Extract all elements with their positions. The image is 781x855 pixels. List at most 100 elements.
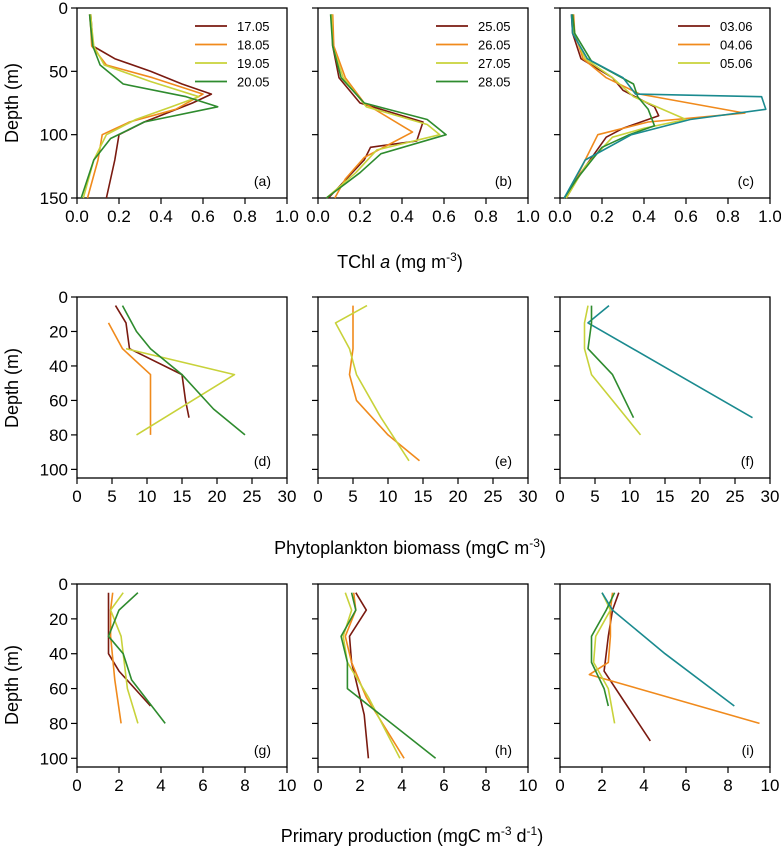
- x-tick-label: 8: [240, 776, 249, 795]
- panel-a: 0.0 0.2 0.4 0.6 0.8 1.0 0 50 100 150 17.05 18.05 19.…: [40, 0, 299, 226]
- x-tick-label: 0.4: [149, 207, 173, 226]
- series-line-green: [587, 305, 635, 419]
- y-axis-label-row1: Depth (m): [2, 63, 22, 143]
- series-line-26.05: [331, 14, 414, 199]
- x-tick-label: 0.6: [674, 207, 698, 226]
- y-tick-label: 0: [59, 0, 68, 18]
- y-tick-label: 80: [49, 714, 68, 733]
- y-tick-label: 0: [59, 575, 68, 594]
- x-tick-label: 25: [243, 487, 262, 506]
- series-line-28.05: [325, 14, 447, 199]
- series-line-27.05: [325, 14, 441, 199]
- legend-label: 17.05: [237, 19, 270, 34]
- legend-label: 20.05: [237, 75, 270, 90]
- y-tick-label: 0: [59, 288, 68, 307]
- x-tick-label: 0.8: [233, 207, 257, 226]
- x-tick-label: 10: [138, 487, 157, 506]
- series-line-orange: [348, 305, 421, 462]
- legend-label: 03.06: [720, 19, 753, 34]
- y-tick-label: 40: [49, 645, 68, 664]
- series-line-yellow: [334, 304, 410, 462]
- y-tick-label: 100: [40, 749, 68, 768]
- plot-frame: [559, 583, 771, 768]
- plot-frame: [559, 7, 771, 199]
- panel-label: (a): [254, 173, 271, 189]
- series-line-green: [121, 305, 246, 436]
- x-tick-label: 0.2: [107, 207, 131, 226]
- legend-label: 05.06: [720, 56, 753, 71]
- series-line-teal: [587, 304, 753, 419]
- series-line-20.05: [80, 14, 219, 199]
- series-line-yellow: [125, 347, 236, 436]
- series-line-darkred: [603, 592, 651, 742]
- x-tick-label: 20: [449, 487, 468, 506]
- x-tick-label: 5: [107, 487, 116, 506]
- x-tick-label: 0.6: [191, 207, 215, 226]
- x-tick-label: 0.4: [632, 207, 656, 226]
- series-line-19.05: [82, 14, 200, 199]
- x-tick-label: 10: [278, 776, 297, 795]
- x-tick-label: 0: [72, 776, 81, 795]
- x-tick-label: 6: [198, 776, 207, 795]
- x-tick-label: 1.0: [275, 207, 299, 226]
- y-tick-label: 60: [49, 680, 68, 699]
- x-tick-label: 5: [590, 487, 599, 506]
- series-line-green: [590, 592, 616, 707]
- series-line-yellow: [342, 592, 401, 759]
- panel-label: (i): [742, 742, 754, 758]
- x-tick-label: 8: [723, 776, 732, 795]
- x-tick-label: 30: [761, 487, 780, 506]
- plot-frame: [317, 296, 529, 479]
- plot-frame: [76, 7, 288, 199]
- x-tick-label: 0.0: [548, 207, 572, 226]
- legend-label: 27.05: [478, 56, 511, 71]
- panel-b: 0.0 0.2 0.4 0.6 0.8 1.0 25.05 26.05 27.05 28.05 (b…: [306, 7, 540, 226]
- plot-frame: [317, 7, 529, 199]
- panel-c: 0.0 0.2 0.4 0.6 0.8 1.0 03.06 04.06 05.06 (c): [548, 7, 781, 226]
- x-tick-label: 2: [355, 776, 364, 795]
- x-tick-label: 15: [656, 487, 675, 506]
- panel-label: (f): [741, 453, 754, 469]
- x-axis-label-row2: Phytoplankton biomass (mgC m-3): [274, 536, 546, 558]
- x-tick-label: 0.8: [474, 207, 498, 226]
- y-axis-label-row2: Depth (m): [2, 348, 22, 428]
- y-tick-label: 20: [49, 322, 68, 341]
- x-tick-label: 2: [114, 776, 123, 795]
- x-tick-label: 30: [519, 487, 538, 506]
- x-axis-label-row1: TChl a (mg m-3): [337, 250, 463, 272]
- x-tick-label: 0.8: [716, 207, 740, 226]
- x-tick-label: 1.0: [758, 207, 781, 226]
- x-tick-label: 6: [681, 776, 690, 795]
- x-axis-label-row3: Primary production (mgC m-3 d-1): [281, 824, 543, 846]
- x-tick-label: 4: [156, 776, 165, 795]
- x-tick-label: 0.2: [348, 207, 372, 226]
- series-line-teal: [601, 592, 735, 707]
- y-tick-label: 60: [49, 391, 68, 410]
- x-tick-label: 0: [313, 487, 322, 506]
- panel-label: (b): [495, 173, 512, 189]
- y-tick-label: 40: [49, 357, 68, 376]
- panel-f: 0 5 10 15 20 25 30 (f): [554, 296, 780, 506]
- panel-h: 0 2 4 6 8 10 (h): [312, 583, 537, 795]
- x-tick-label: 20: [691, 487, 710, 506]
- panel-label: (c): [738, 173, 754, 189]
- x-tick-label: 10: [761, 776, 780, 795]
- series-line-green: [340, 592, 437, 759]
- series-line-darkred: [348, 592, 370, 759]
- legend-label: 26.05: [478, 38, 511, 53]
- x-tick-label: 10: [379, 487, 398, 506]
- series-line-green: [107, 592, 166, 724]
- x-tick-label: 10: [621, 487, 640, 506]
- panel-d: 0 5 10 15 20 25 30 0 20 40 60 80 100 (d): [40, 288, 297, 506]
- series-line-yellow: [592, 592, 616, 724]
- x-tick-label: 0: [555, 487, 564, 506]
- x-tick-label: 6: [439, 776, 448, 795]
- x-tick-label: 20: [208, 487, 227, 506]
- x-tick-label: 1.0: [516, 207, 540, 226]
- series-line-17.05: [89, 14, 213, 199]
- series-line-orange: [107, 322, 152, 435]
- x-tick-label: 0.2: [590, 207, 614, 226]
- y-tick-label: 150: [40, 189, 68, 208]
